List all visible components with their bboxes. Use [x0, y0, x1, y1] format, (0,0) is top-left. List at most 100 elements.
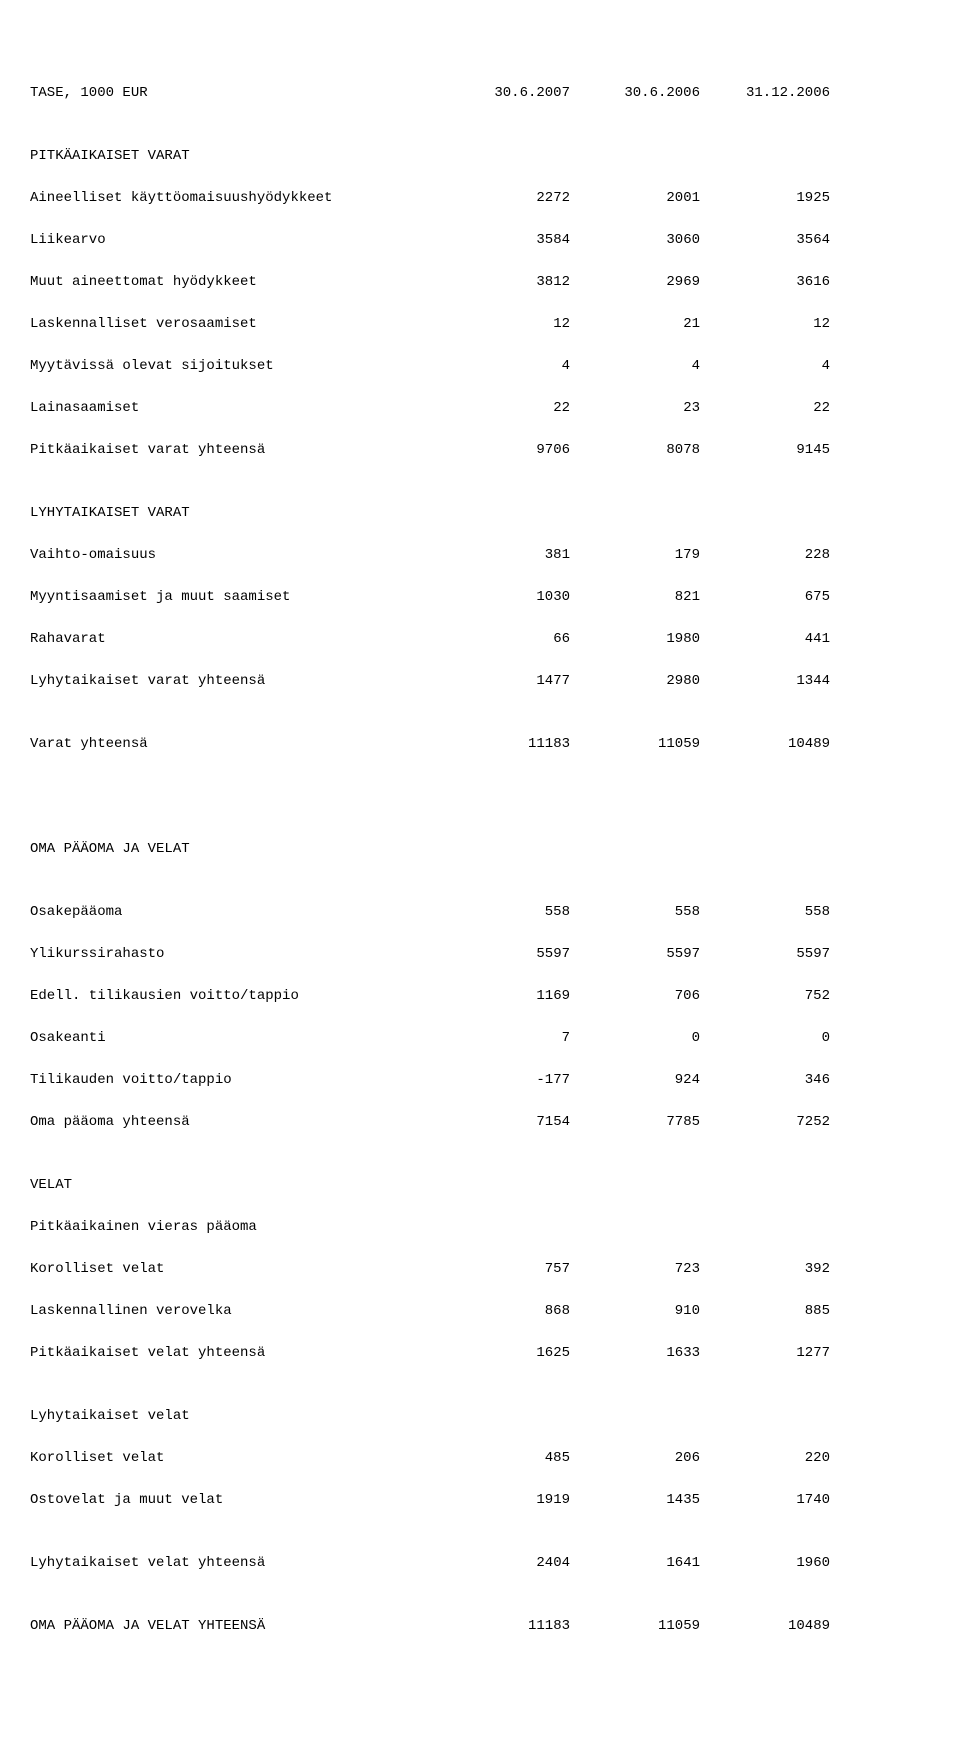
row-label: Oma pääoma yhteensä [30, 1112, 440, 1133]
row-label: Edell. tilikausien voitto/tappio [30, 986, 440, 1007]
cell: 0 [700, 1028, 830, 1049]
cell: 1030 [440, 587, 570, 608]
section-subheading: Pitkäaikainen vieras pääoma [30, 1217, 440, 1238]
grand-total-row: OMA PÄÄOMA JA VELAT YHTEENSÄ111831105910… [30, 1616, 930, 1637]
table-row: Pitkäaikaiset varat yhteensä970680789145 [30, 440, 930, 461]
section4-title: VELAT [30, 1175, 930, 1196]
cell: 558 [700, 902, 830, 923]
table-row: Ylikurssirahasto559755975597 [30, 944, 930, 965]
table-row: Laskennallinen verovelka868910885 [30, 1301, 930, 1322]
cell: 9706 [440, 440, 570, 461]
cell: 3584 [440, 230, 570, 251]
cell: 1633 [570, 1343, 700, 1364]
cell: 10489 [700, 734, 830, 755]
table-row: Liikearvo358430603564 [30, 230, 930, 251]
cell: 11183 [440, 734, 570, 755]
table-row: Muut aineettomat hyödykkeet381229693616 [30, 272, 930, 293]
row-label: Osakeanti [30, 1028, 440, 1049]
row-label: Muut aineettomat hyödykkeet [30, 272, 440, 293]
table-row: Vaihto-omaisuus381179228 [30, 545, 930, 566]
cell: 7154 [440, 1112, 570, 1133]
cell: 485 [440, 1448, 570, 1469]
cell: 910 [570, 1301, 700, 1322]
table-row: Lyhytaikaiset varat yhteensä147729801344 [30, 671, 930, 692]
table-row: Ostovelat ja muut velat191914351740 [30, 1490, 930, 1511]
cell: 1344 [700, 671, 830, 692]
row-label: Liikearvo [30, 230, 440, 251]
cell: 8078 [570, 440, 700, 461]
cell: 23 [570, 398, 700, 419]
cell: 9145 [700, 440, 830, 461]
section3-title: OMA PÄÄOMA JA VELAT [30, 839, 930, 860]
section1-title: PITKÄAIKAISET VARAT [30, 146, 930, 167]
table-row: Korolliset velat485206220 [30, 1448, 930, 1469]
row-label: Vaihto-omaisuus [30, 545, 440, 566]
cell: 5597 [700, 944, 830, 965]
cell: 723 [570, 1259, 700, 1280]
section2-title: LYHYTAIKAISET VARAT [30, 503, 930, 524]
cell: 346 [700, 1070, 830, 1091]
table-row: Rahavarat661980441 [30, 629, 930, 650]
row-label: OMA PÄÄOMA JA VELAT YHTEENSÄ [30, 1616, 440, 1637]
col-header-3: 31.12.2006 [700, 83, 830, 104]
row-label: Pitkäaikaiset velat yhteensä [30, 1343, 440, 1364]
cell: 1169 [440, 986, 570, 1007]
total-row: Varat yhteensä111831105910489 [30, 734, 930, 755]
table-row: Pitkäaikaiset velat yhteensä162516331277 [30, 1343, 930, 1364]
cell: 7252 [700, 1112, 830, 1133]
cell: 206 [570, 1448, 700, 1469]
table-row: Edell. tilikausien voitto/tappio11697067… [30, 986, 930, 1007]
cell: 5597 [570, 944, 700, 965]
cell: 21 [570, 314, 700, 335]
cell: 381 [440, 545, 570, 566]
section-heading: OMA PÄÄOMA JA VELAT [30, 839, 440, 860]
cell: 7785 [570, 1112, 700, 1133]
section-heading: Lyhytaikaiset velat [30, 1406, 440, 1427]
row-label: Lyhytaikaiset velat yhteensä [30, 1553, 440, 1574]
doc-title: TASE, 1000 EUR [30, 83, 440, 104]
cell: 5597 [440, 944, 570, 965]
cell: 3060 [570, 230, 700, 251]
cell: 885 [700, 1301, 830, 1322]
row-label: Ostovelat ja muut velat [30, 1490, 440, 1511]
cell: 4 [700, 356, 830, 377]
cell: 0 [570, 1028, 700, 1049]
cell: -177 [440, 1070, 570, 1091]
cell: 1919 [440, 1490, 570, 1511]
cell: 179 [570, 545, 700, 566]
row-label: Lyhytaikaiset varat yhteensä [30, 671, 440, 692]
row-label: Varat yhteensä [30, 734, 440, 755]
cell: 10489 [700, 1616, 830, 1637]
table-row: Laskennalliset verosaamiset122112 [30, 314, 930, 335]
cell: 22 [440, 398, 570, 419]
cell: 392 [700, 1259, 830, 1280]
section4-subtitle: Pitkäaikainen vieras pääoma [30, 1217, 930, 1238]
cell: 924 [570, 1070, 700, 1091]
cell: 1277 [700, 1343, 830, 1364]
cell: 11059 [570, 734, 700, 755]
cell: 228 [700, 545, 830, 566]
cell: 441 [700, 629, 830, 650]
row-label: Korolliset velat [30, 1259, 440, 1280]
cell: 1625 [440, 1343, 570, 1364]
cell: 2969 [570, 272, 700, 293]
table-row: Korolliset velat757723392 [30, 1259, 930, 1280]
row-label: Laskennallinen verovelka [30, 1301, 440, 1322]
section5-title: Lyhytaikaiset velat [30, 1406, 930, 1427]
cell: 3812 [440, 272, 570, 293]
cell: 868 [440, 1301, 570, 1322]
cell: 11183 [440, 1616, 570, 1637]
cell: 3616 [700, 272, 830, 293]
section-heading: PITKÄAIKAISET VARAT [30, 146, 440, 167]
section-heading: VELAT [30, 1175, 440, 1196]
row-label: Rahavarat [30, 629, 440, 650]
section-heading: LYHYTAIKAISET VARAT [30, 503, 440, 524]
cell: 66 [440, 629, 570, 650]
row-label: Myyntisaamiset ja muut saamiset [30, 587, 440, 608]
cell: 1740 [700, 1490, 830, 1511]
cell: 1641 [570, 1553, 700, 1574]
table-row: Oma pääoma yhteensä715477857252 [30, 1112, 930, 1133]
table-row: Lainasaamiset222322 [30, 398, 930, 419]
col-header-2: 30.6.2006 [570, 83, 700, 104]
cell: 752 [700, 986, 830, 1007]
